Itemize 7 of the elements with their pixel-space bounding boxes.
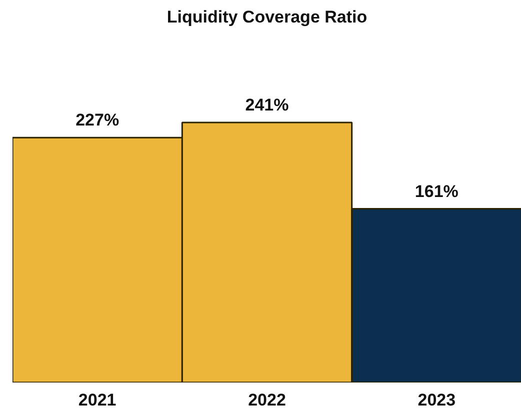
data-label: 227% [76, 110, 120, 130]
data-label: 241% [245, 96, 289, 114]
x-tick-label: 2021 [78, 390, 116, 410]
x-tick-label: 2023 [418, 390, 456, 410]
chart-title: Liquidity Coverage Ratio [166, 8, 368, 26]
x-tick-label: 2022 [248, 390, 286, 410]
data-label: 161% [414, 182, 458, 201]
